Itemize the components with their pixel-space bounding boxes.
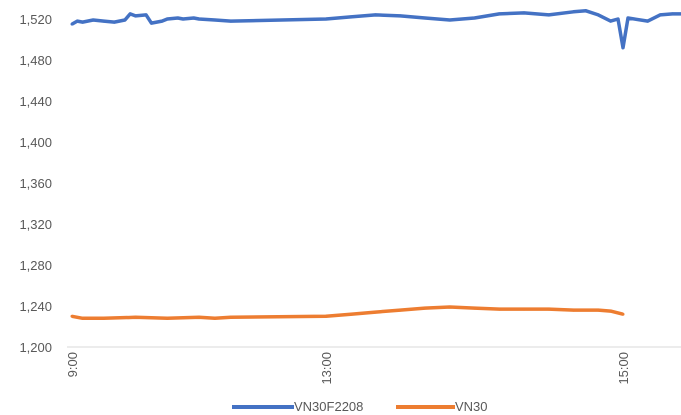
y-tick-label: 1,320 <box>19 217 52 232</box>
data-point-vn30f2208 <box>70 22 74 26</box>
data-point-vn30 <box>229 315 233 319</box>
series-line-vn30 <box>71 305 624 321</box>
data-point-vn30f2208 <box>165 17 169 21</box>
data-point-vn30f2208 <box>102 19 106 23</box>
plot-area <box>70 9 681 321</box>
data-point-vn30f2208 <box>349 15 353 19</box>
data-point-vn30f2208 <box>646 19 650 23</box>
data-point-vn30f2208 <box>123 18 127 22</box>
data-point-vn30f2208 <box>621 46 625 50</box>
data-point-vn30f2208 <box>134 14 137 18</box>
data-point-vn30 <box>473 306 476 310</box>
data-point-vn30 <box>134 315 137 319</box>
y-tick-label: 1,480 <box>19 53 52 68</box>
y-tick-label: 1,400 <box>19 135 52 150</box>
data-point-vn30f2208 <box>522 11 526 15</box>
data-point-vn30 <box>596 308 600 312</box>
data-point-vn30f2208 <box>181 17 185 21</box>
y-axis-ticks: 1,200 1,240 1,280 1,320 1,360 1,400 1,440 1,480… <box>19 12 52 355</box>
series-line-vn30f2208 <box>71 9 681 50</box>
legend: VN30F2208 VN30 <box>232 399 488 414</box>
data-point-vn30f2208 <box>473 16 476 20</box>
data-point-vn30 <box>547 307 551 311</box>
data-point-vn30f2208 <box>423 16 427 20</box>
data-point-vn30f2208 <box>91 18 95 22</box>
y-tick-label: 1,360 <box>19 176 52 191</box>
data-point-vn30 <box>398 308 402 312</box>
data-point-vn30 <box>522 307 526 311</box>
data-point-vn30f2208 <box>81 20 85 24</box>
data-point-vn30f2208 <box>176 16 180 20</box>
data-point-vn30 <box>70 314 74 318</box>
y-tick-label: 1,520 <box>19 12 52 27</box>
data-point-vn30 <box>374 310 377 314</box>
legend-label-vn30: VN30 <box>455 399 488 414</box>
data-point-vn30f2208 <box>374 13 377 17</box>
data-point-vn30f2208 <box>671 12 674 16</box>
data-point-vn30 <box>102 316 106 320</box>
data-point-vn30f2208 <box>609 19 613 23</box>
data-point-vn30f2208 <box>192 16 196 20</box>
data-point-vn30f2208 <box>547 13 551 17</box>
data-point-vn30f2208 <box>448 18 452 22</box>
data-point-vn30 <box>81 316 85 320</box>
data-point-vn30f2208 <box>213 18 217 22</box>
x-tick-label: 9:00 <box>65 352 80 377</box>
x-tick-label: 13:00 <box>319 352 334 385</box>
data-point-vn30 <box>349 312 353 316</box>
data-point-vn30f2208 <box>149 21 153 25</box>
data-point-vn30f2208 <box>128 12 132 16</box>
data-point-vn30 <box>448 305 452 309</box>
data-point-vn30f2208 <box>596 13 600 17</box>
data-point-vn30f2208 <box>572 10 575 14</box>
data-point-vn30f2208 <box>584 9 588 13</box>
data-point-vn30f2208 <box>197 17 201 21</box>
data-point-vn30f2208 <box>144 13 148 17</box>
y-tick-label: 1,240 <box>19 299 52 314</box>
data-point-vn30 <box>609 309 613 313</box>
data-point-vn30 <box>497 307 501 311</box>
x-tick-label: 15:00 <box>616 352 631 385</box>
y-tick-label: 1,440 <box>19 94 52 109</box>
data-point-vn30f2208 <box>160 19 164 23</box>
data-point-vn30f2208 <box>229 19 233 23</box>
data-point-vn30f2208 <box>112 20 116 24</box>
data-point-vn30f2208 <box>626 16 630 20</box>
data-point-vn30f2208 <box>324 17 328 21</box>
data-point-vn30 <box>324 314 328 318</box>
data-point-vn30f2208 <box>75 19 79 23</box>
y-tick-label: 1,280 <box>19 258 52 273</box>
y-tick-label: 1,200 <box>19 340 52 355</box>
data-point-vn30 <box>165 316 169 320</box>
data-point-vn30f2208 <box>497 12 501 16</box>
data-point-vn30 <box>213 316 217 320</box>
x-axis-ticks: 9:00 13:00 15:00 <box>65 352 631 385</box>
data-point-vn30f2208 <box>616 17 620 21</box>
data-point-vn30 <box>621 312 625 316</box>
data-point-vn30 <box>572 308 575 312</box>
legend-label-vn30f2208: VN30F2208 <box>294 399 363 414</box>
data-point-vn30 <box>197 315 201 319</box>
data-point-vn30 <box>423 306 427 310</box>
data-point-vn30f2208 <box>398 14 402 18</box>
data-point-vn30f2208 <box>658 13 662 17</box>
